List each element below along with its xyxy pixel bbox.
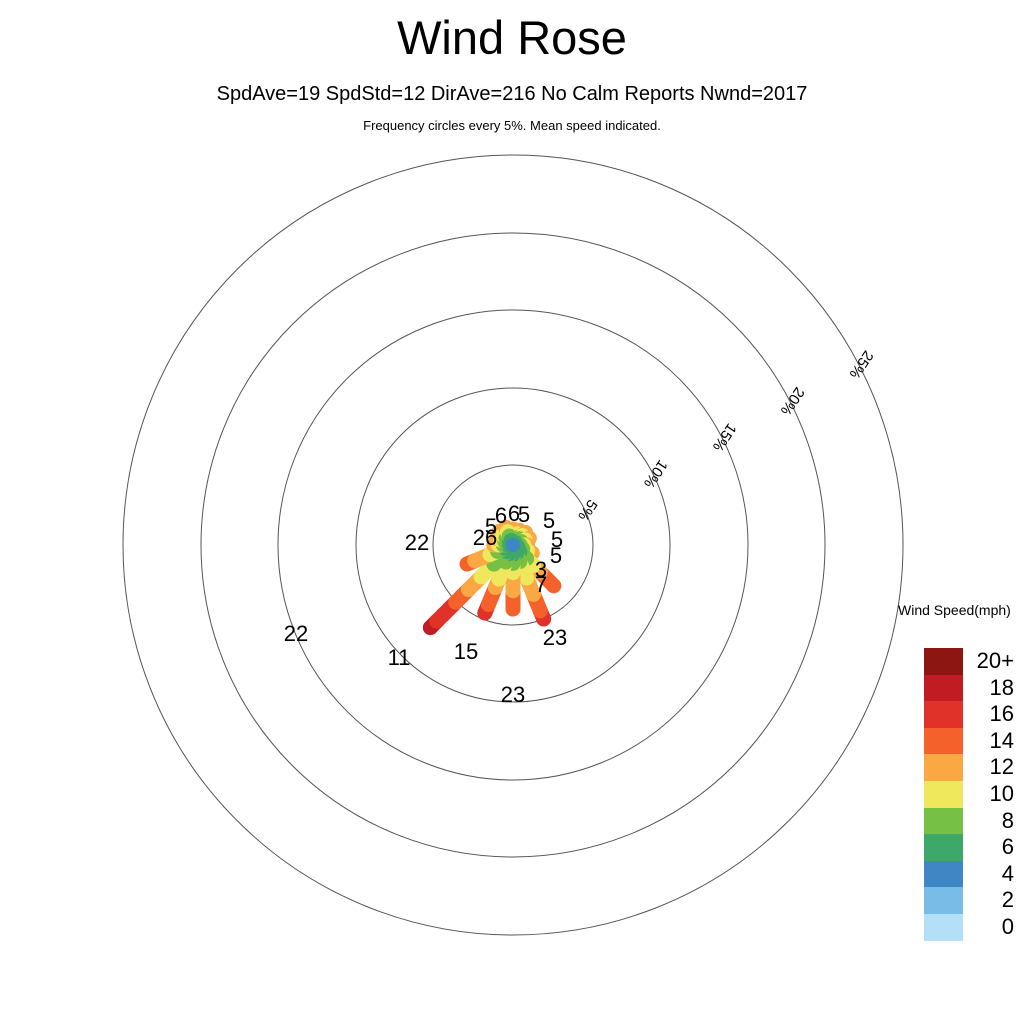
legend-swatch (924, 648, 964, 675)
legend-entry: 4 (924, 860, 1020, 888)
legend-entry: 2 (924, 887, 1020, 914)
petal-speed-label: 22 (284, 621, 308, 646)
ring-label: 5% (574, 496, 600, 523)
legend-swatch (924, 887, 964, 914)
ring-label: 20% (777, 384, 808, 418)
petal-speed-label: 5 (543, 508, 555, 533)
legend-label: 2 (1001, 887, 1014, 913)
frequency-ring (122, 154, 904, 936)
legend-label: 4 (1001, 860, 1014, 886)
legend-label: 18 (989, 674, 1014, 700)
petal-speed-label: 23 (543, 625, 567, 650)
legend-swatch (924, 727, 964, 755)
petal-speed-label: 5 (551, 527, 563, 552)
legend-swatch (924, 701, 964, 728)
legend-label: 6 (1001, 834, 1014, 860)
petal-speed-label: 5 (518, 502, 530, 527)
legend: 20+ 18 16 14 12 10 8 6 4 2 0 (924, 648, 1020, 941)
legend-label: 10 (989, 780, 1014, 806)
legend-swatch (924, 754, 964, 781)
petal-speed-label: 6 (508, 501, 520, 526)
legend-swatch (924, 780, 964, 808)
summary-stats: SpdAve=19 SpdStd=12 DirAve=216 No Calm R… (216, 83, 808, 105)
petal-speed-label: 11 (388, 645, 411, 670)
ring-labels: 5% 10% 15% 20% 25% (574, 347, 876, 523)
petal-speed-label: 26 (473, 525, 497, 550)
legend-label: 20+ (976, 648, 1014, 673)
petal-speed-label: 5 (550, 543, 562, 568)
petal-speed-label: 3 (535, 557, 547, 582)
legend-entry: 0 (924, 913, 1020, 941)
legend-swatch (924, 674, 964, 702)
frequency-ring (277, 309, 749, 781)
legend-entry: 8 (924, 807, 1020, 835)
ring-label: 10% (640, 457, 671, 491)
legend-label: 16 (989, 701, 1014, 727)
legend-entry: 10 (924, 780, 1020, 808)
legend-swatch (924, 860, 964, 888)
frequency-rings (122, 154, 904, 936)
legend-label: 0 (1001, 913, 1014, 939)
ring-label: 25% (846, 347, 877, 381)
center-hub (506, 538, 520, 552)
legend-entry: 20+ (924, 648, 1020, 675)
frequency-ring (432, 464, 594, 626)
legend-swatch (924, 913, 964, 941)
legend-label: 14 (989, 727, 1014, 753)
legend-label: 8 (1001, 807, 1014, 833)
petal-speed-label: 6 (495, 503, 507, 528)
petal-speed-label: 23 (501, 682, 525, 707)
chart-note: Frequency circles every 5%. Mean speed i… (363, 118, 661, 133)
legend-entry: 6 (924, 834, 1020, 861)
petal-speed-label: 22 (405, 530, 429, 555)
legend-entry: 14 (924, 727, 1020, 755)
legend-entry: 12 (924, 754, 1020, 781)
ring-label: 15% (709, 420, 740, 454)
wind-petals (422, 519, 562, 636)
frequency-ring (200, 232, 826, 858)
legend-entry: 16 (924, 701, 1020, 728)
petal-speed-label: 7 (535, 572, 547, 597)
legend-swatch (924, 807, 964, 835)
page-title: Wind Rose (397, 11, 627, 64)
legend-swatch (924, 834, 964, 861)
petal-speed-label: 15 (454, 639, 478, 664)
legend-entry: 18 (924, 674, 1020, 702)
petal-speed-label: 5 (485, 514, 497, 539)
frequency-ring (355, 387, 671, 703)
legend-label: 12 (989, 754, 1014, 780)
legend-title: Wind Speed(mph) (898, 602, 1011, 618)
